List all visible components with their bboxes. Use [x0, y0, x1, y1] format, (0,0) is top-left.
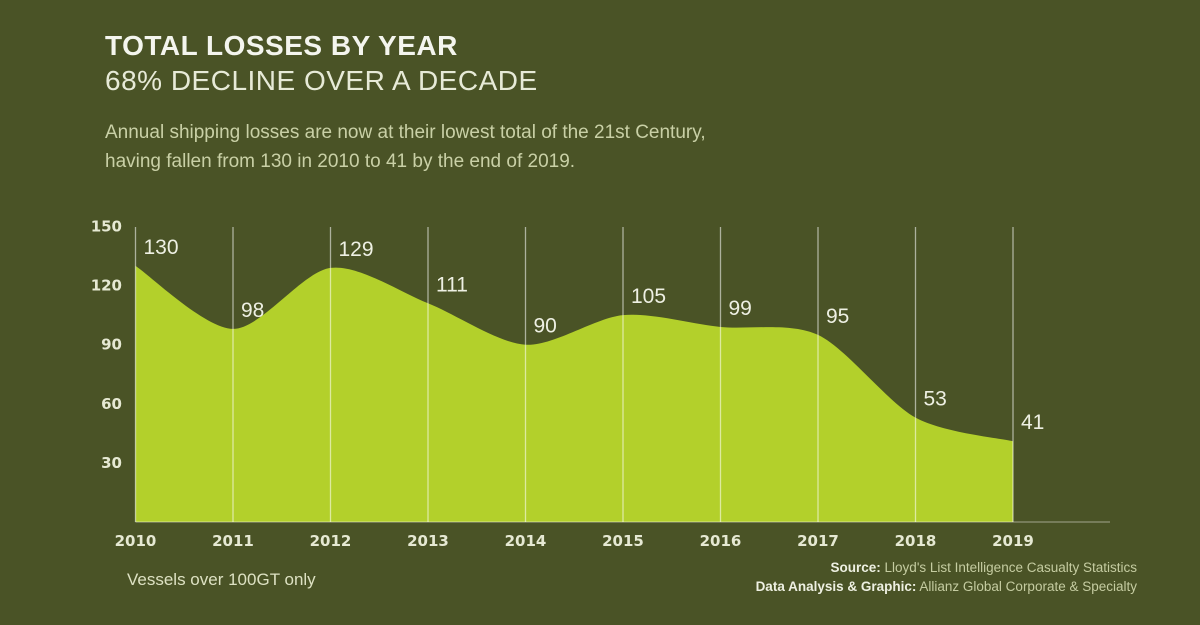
chart-header: TOTAL LOSSES BY YEAR 68% DECLINE OVER A … — [105, 28, 538, 98]
x-axis-year-label: 2013 — [407, 532, 449, 550]
y-axis-tick-label: 120 — [91, 277, 122, 295]
losses-area-shape — [135, 265, 1013, 522]
x-axis-year-label: 2016 — [700, 532, 742, 550]
x-axis-year-label: 2015 — [602, 532, 644, 550]
data-point-label: 90 — [534, 315, 557, 338]
y-axis-tick-label: 30 — [101, 454, 122, 472]
data-point-label: 111 — [436, 273, 468, 296]
x-axis-year-label: 2017 — [797, 532, 839, 550]
y-axis-tick-label: 90 — [101, 336, 122, 354]
data-point-label: 95 — [826, 305, 849, 328]
page-title: TOTAL LOSSES BY YEAR — [105, 30, 458, 61]
data-point-label: 129 — [339, 238, 374, 261]
credit-line: Data Analysis & Graphic: Allianz Global … — [756, 577, 1137, 596]
x-axis-year-label: 2018 — [895, 532, 937, 550]
source-line: Source: Lloyd's List Intelligence Casual… — [756, 558, 1137, 577]
source-text: Lloyd's List Intelligence Casualty Stati… — [884, 560, 1137, 575]
y-axis-tick-label: 150 — [91, 218, 122, 236]
data-point-label: 53 — [924, 388, 947, 411]
y-axis-tick-label: 60 — [101, 395, 122, 413]
data-point-label: 99 — [729, 297, 752, 320]
x-axis-year-label: 2019 — [992, 532, 1034, 550]
description-line-1: Annual shipping losses are now at their … — [105, 122, 706, 143]
data-point-label: 98 — [241, 299, 264, 322]
description-line-2: having fallen from 130 in 2010 to 41 by … — [105, 151, 576, 172]
x-axis-year-label: 2014 — [505, 532, 547, 550]
page-subtitle: 68% DECLINE OVER A DECADE — [105, 65, 538, 96]
credits-block: Source: Lloyd's List Intelligence Casual… — [756, 558, 1137, 596]
credit-text: Allianz Global Corporate & Specialty — [919, 579, 1137, 594]
x-axis-year-label: 2011 — [212, 532, 254, 550]
footnote-vessels: Vessels over 100GT only — [127, 570, 316, 589]
data-point-label: 130 — [144, 236, 179, 259]
source-label: Source: — [830, 560, 881, 575]
x-axis-year-label: 2010 — [115, 532, 157, 550]
credit-label: Data Analysis & Graphic: — [755, 579, 917, 594]
data-point-label: 105 — [631, 285, 666, 308]
chart-description: Annual shipping losses are now at their … — [105, 118, 706, 176]
x-axis-year-label: 2012 — [310, 532, 352, 550]
data-point-label: 41 — [1021, 411, 1044, 434]
